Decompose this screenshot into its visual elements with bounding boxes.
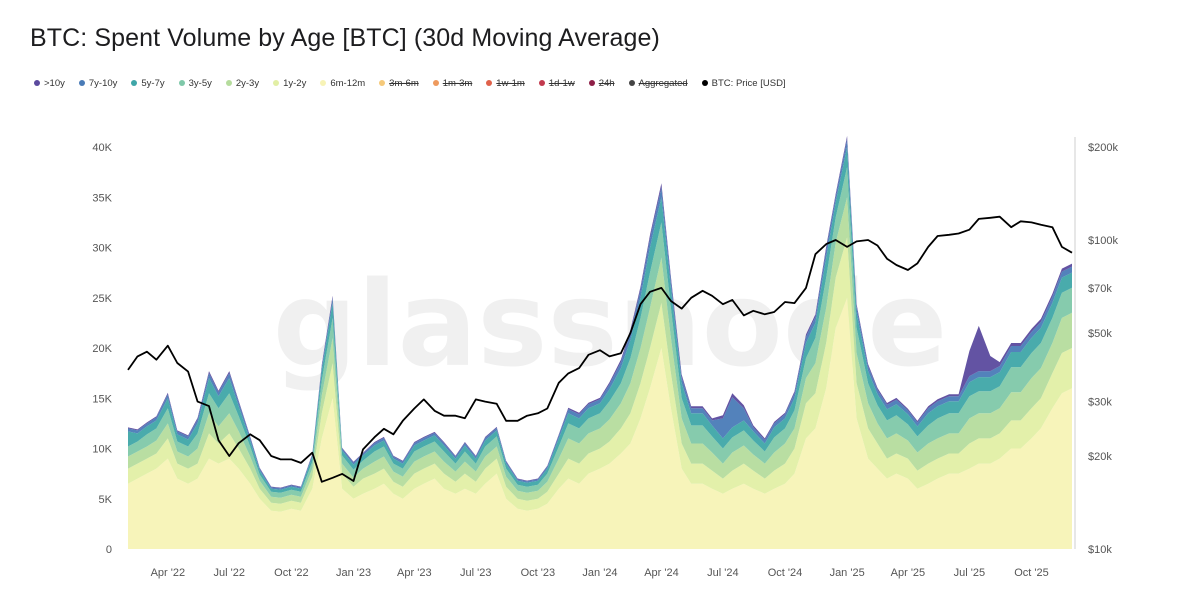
legend-label: 3y-5y	[188, 77, 212, 89]
legend-dot-icon	[701, 80, 708, 86]
x-tick-label: Jan '24	[582, 567, 617, 579]
legend-item[interactable]: 1w-1m	[486, 78, 525, 89]
legend-item[interactable]: BTC: Price [USD]	[701, 77, 786, 89]
legend-dot-icon	[588, 80, 595, 86]
legend-item[interactable]: 3y-5y	[178, 77, 212, 89]
y-right-tick-label: $20k	[1088, 451, 1112, 463]
legend-dot-icon	[628, 80, 635, 86]
legend-label: 2y-3y	[235, 77, 260, 89]
legend-item[interactable]: 3m-6m	[379, 78, 419, 89]
legend-item[interactable]: 1m-3m	[432, 77, 473, 89]
legend-dot-icon	[538, 80, 545, 86]
legend-dot-icon	[34, 80, 40, 86]
area-series-6m-12m[interactable]	[128, 297, 1072, 549]
legend-label: 6m-12m	[330, 77, 366, 89]
y-left-tick-label: 0	[106, 544, 112, 556]
legend-dot-icon	[178, 80, 185, 86]
y-left-tick-label: 40K	[92, 142, 112, 154]
y-left-tick-label: 15K	[92, 393, 112, 405]
legend-item[interactable]: 1y-2y	[273, 78, 306, 89]
x-tick-label: Jul '25	[954, 567, 985, 579]
legend-item[interactable]: Aggregated	[628, 77, 688, 89]
y-right-tick-label: $100k	[1088, 235, 1118, 247]
legend-item[interactable]: 24h	[588, 77, 615, 89]
y-right-tick-label: $200k	[1088, 142, 1118, 154]
legend-dot-icon	[225, 80, 232, 86]
legend-dot-icon	[131, 80, 138, 86]
legend-item[interactable]: 6m-12m	[320, 78, 365, 89]
x-tick-label: Jan '25	[830, 567, 865, 579]
x-tick-label: Apr '25	[891, 567, 926, 579]
stacked-areas	[128, 135, 1072, 549]
legend-dot-icon	[486, 80, 493, 86]
y-left-tick-label: 20K	[92, 343, 112, 355]
price-line[interactable]	[127, 215, 1073, 483]
legend-item[interactable]: >10y	[34, 78, 65, 89]
y-right-tick-label: $10k	[1088, 544, 1112, 556]
legend-label: 1w-1m	[496, 77, 525, 89]
legend-label: 1y-2y	[283, 77, 307, 89]
y-left-tick-label: 30K	[92, 243, 112, 255]
axes: 0 5K 10K 15K 20K 25K 30K 35K 40K $10k $20k $30k $50k…	[92, 137, 1118, 579]
x-tick-label: Apr '24	[644, 567, 679, 579]
legend: >10y 7y-10y 5y-7y 3y-5y 2y-3y 1y-2y 6m-12m 3m-6…	[34, 76, 800, 90]
legend-label: Aggregated	[638, 77, 688, 89]
legend-label: 7y-10y	[88, 77, 118, 89]
legend-dot-icon	[78, 80, 85, 86]
x-tick-label: Jul '22	[214, 567, 245, 579]
y-left-tick-label: 25K	[92, 293, 112, 305]
legend-label: >10y	[44, 77, 65, 89]
x-tick-label: Oct '24	[768, 567, 803, 579]
y-right-tick-label: $70k	[1088, 283, 1112, 295]
legend-dot-icon	[273, 80, 280, 86]
legend-label: 24h	[598, 77, 615, 89]
chart-title: BTC: Spent Volume by Age [BTC] (30d Movi…	[30, 24, 660, 52]
legend-item[interactable]: 7y-10y	[78, 77, 118, 89]
x-tick-label: Apr '23	[397, 567, 432, 579]
area-series-1y-2y[interactable]	[128, 237, 1072, 512]
y-left-tick-label: 35K	[92, 192, 112, 204]
y-right-tick-label: $50k	[1088, 328, 1112, 340]
y-left-tick-label: 10K	[92, 444, 112, 456]
legend-item[interactable]: 5y-7y	[131, 77, 165, 89]
x-tick-label: Jul '24	[707, 567, 738, 579]
y-left-tick-label: 5K	[99, 494, 113, 506]
y-right-tick-label: $30k	[1088, 397, 1112, 409]
x-tick-label: Oct '25	[1014, 567, 1049, 579]
x-tick-label: Oct '23	[521, 567, 556, 579]
legend-dot-icon	[379, 80, 386, 86]
legend-dot-icon	[432, 80, 439, 86]
x-tick-label: Jan '23	[336, 567, 371, 579]
legend-item[interactable]: 2y-3y	[225, 77, 260, 89]
legend-label: 5y-7y	[141, 77, 165, 89]
x-tick-label: Apr '22	[151, 567, 186, 579]
x-tick-label: Oct '22	[274, 567, 309, 579]
area-series-2y-3y[interactable]	[128, 197, 1072, 504]
legend-item[interactable]: 1d-1w	[538, 77, 575, 89]
legend-label: 1d-1w	[548, 77, 575, 89]
legend-label: 3m-6m	[389, 77, 419, 89]
price-series	[127, 215, 1073, 483]
x-tick-label: Jul '23	[460, 567, 491, 579]
legend-label: BTC: Price [USD]	[711, 77, 786, 89]
legend-dot-icon	[320, 80, 327, 86]
legend-label: 1m-3m	[442, 77, 473, 89]
